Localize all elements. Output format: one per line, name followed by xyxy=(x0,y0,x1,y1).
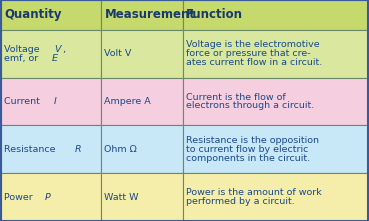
Text: Measurement: Measurement xyxy=(104,8,196,21)
Text: Function: Function xyxy=(186,8,242,21)
Text: V: V xyxy=(54,45,61,53)
Bar xyxy=(101,30,183,78)
Bar xyxy=(1,173,101,221)
Bar xyxy=(183,173,368,221)
Text: E: E xyxy=(52,54,58,63)
Text: Volt V: Volt V xyxy=(104,49,132,58)
Bar xyxy=(1,126,101,173)
Bar xyxy=(101,78,183,126)
Text: emf, or: emf, or xyxy=(4,54,41,63)
Text: Ohm Ω: Ohm Ω xyxy=(104,145,137,154)
Text: Power is the amount of work: Power is the amount of work xyxy=(186,188,321,197)
Text: Watt W: Watt W xyxy=(104,193,139,202)
Text: P: P xyxy=(45,193,51,202)
Bar xyxy=(101,126,183,173)
Text: Power: Power xyxy=(4,193,36,202)
Text: Ampere A: Ampere A xyxy=(104,97,151,106)
Bar xyxy=(183,30,368,78)
Text: Voltage is the electromotive: Voltage is the electromotive xyxy=(186,40,319,49)
Text: Current is the flow of: Current is the flow of xyxy=(186,93,285,102)
Bar xyxy=(101,0,183,30)
Text: Voltage: Voltage xyxy=(4,45,43,53)
Bar xyxy=(183,0,368,30)
Text: Current: Current xyxy=(4,97,43,106)
Text: Quantity: Quantity xyxy=(4,8,62,21)
Text: ,: , xyxy=(62,45,65,53)
Text: Resistance is the opposition: Resistance is the opposition xyxy=(186,136,318,145)
Bar xyxy=(183,126,368,173)
Text: Resistance: Resistance xyxy=(4,145,59,154)
Bar xyxy=(183,78,368,126)
Text: R: R xyxy=(75,145,81,154)
Text: components in the circuit.: components in the circuit. xyxy=(186,154,310,163)
Text: electrons through a circuit.: electrons through a circuit. xyxy=(186,101,314,110)
Text: performed by a circuit.: performed by a circuit. xyxy=(186,197,294,206)
Text: ates current flow in a circuit.: ates current flow in a circuit. xyxy=(186,58,322,67)
Text: to current flow by electric: to current flow by electric xyxy=(186,145,308,154)
Text: force or pressure that cre-: force or pressure that cre- xyxy=(186,49,310,58)
Bar xyxy=(1,78,101,126)
Text: I: I xyxy=(54,97,57,106)
Bar xyxy=(1,0,101,30)
Bar xyxy=(101,173,183,221)
Bar xyxy=(1,30,101,78)
